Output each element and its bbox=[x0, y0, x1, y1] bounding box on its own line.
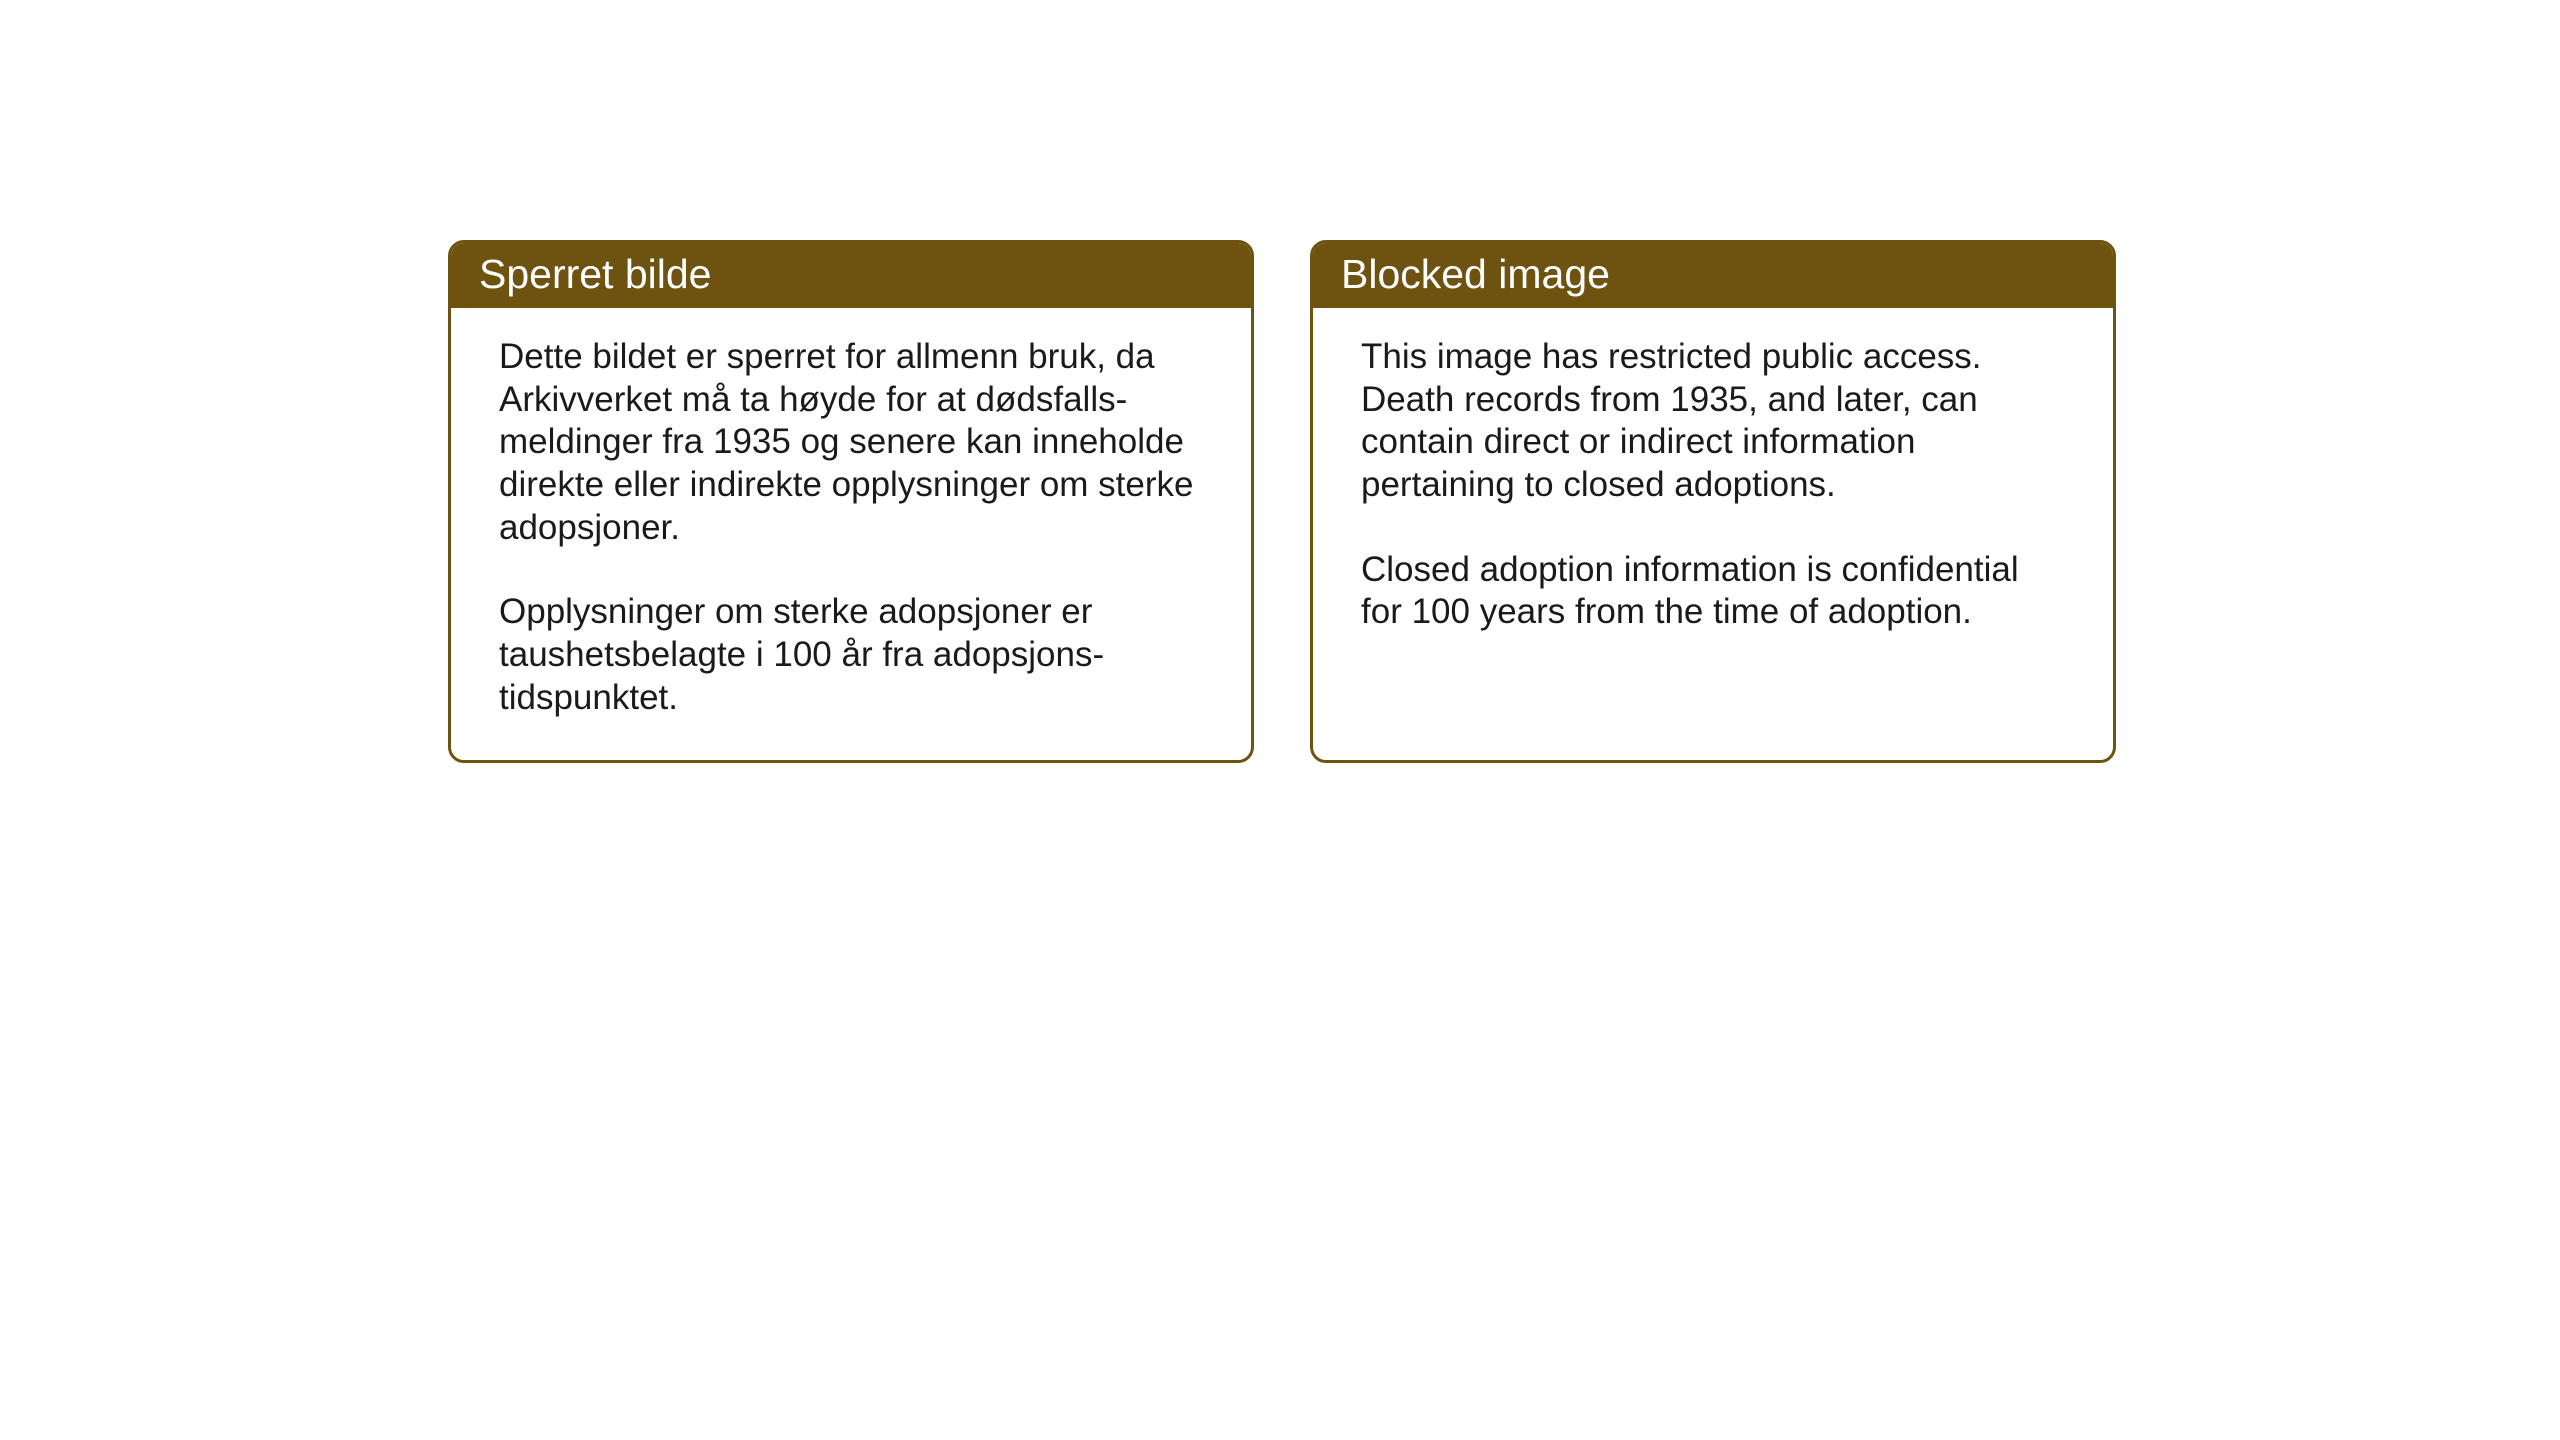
norwegian-notice-card: Sperret bilde Dette bildet er sperret fo… bbox=[448, 240, 1254, 763]
norwegian-paragraph-2: Opplysninger om sterke adopsjoner er tau… bbox=[499, 591, 1203, 719]
notice-container: Sperret bilde Dette bildet er sperret fo… bbox=[448, 240, 2116, 763]
norwegian-card-body: Dette bildet er sperret for allmenn bruk… bbox=[451, 308, 1251, 760]
english-card-header: Blocked image bbox=[1313, 243, 2113, 308]
english-notice-card: Blocked image This image has restricted … bbox=[1310, 240, 2116, 763]
norwegian-card-header: Sperret bilde bbox=[451, 243, 1251, 308]
english-card-title: Blocked image bbox=[1341, 251, 1610, 297]
english-paragraph-2: Closed adoption information is confident… bbox=[1361, 549, 2065, 634]
norwegian-paragraph-1: Dette bildet er sperret for allmenn bruk… bbox=[499, 336, 1203, 549]
norwegian-card-title: Sperret bilde bbox=[479, 251, 711, 297]
english-card-body: This image has restricted public access.… bbox=[1313, 308, 2113, 728]
english-paragraph-1: This image has restricted public access.… bbox=[1361, 336, 2065, 507]
